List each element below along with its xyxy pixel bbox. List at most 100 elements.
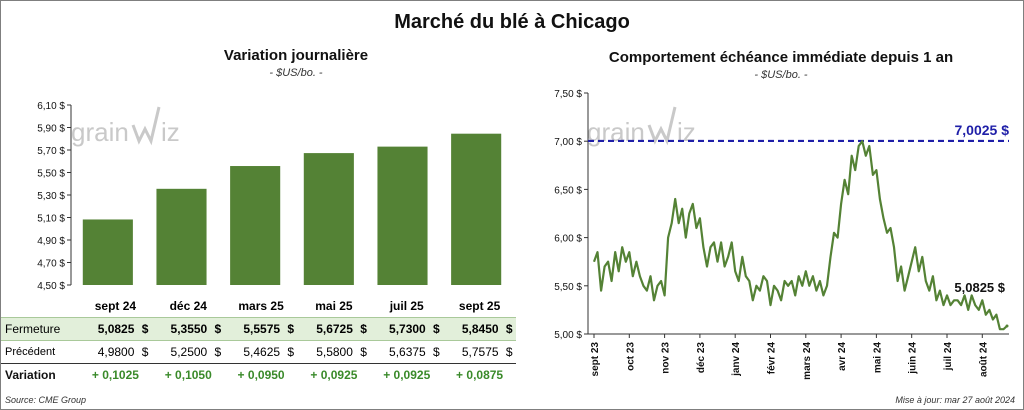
contract-header: sept 24 xyxy=(94,299,137,313)
variation-row: Variation + 0,1025 + 0,1050 + 0,0950 + 0… xyxy=(1,363,516,386)
x-tick-label: déc 23 xyxy=(696,342,707,374)
contract-header: déc 24 xyxy=(169,299,207,313)
table-header-row: sept 24 déc 24 mars 25 mai 25 juil 25 se… xyxy=(1,295,516,318)
fermeture-value: 5,6725 xyxy=(316,322,353,336)
x-tick-label: janv 24 xyxy=(731,342,742,377)
fermeture-value: 5,7300 xyxy=(389,322,426,336)
precedent-cell: 5,6375 $ xyxy=(370,340,444,364)
y-tick-label: 6,50 $ xyxy=(554,185,582,196)
y-tick-label: 4,50 $ xyxy=(37,281,65,292)
watermark-text-right: iz xyxy=(677,117,696,147)
header-empty-cell xyxy=(1,295,79,318)
main-title: Marché du blé à Chicago xyxy=(394,11,630,33)
y-tick-label: 5,00 $ xyxy=(554,330,582,341)
fermeture-cell: 5,8450 $ xyxy=(443,317,516,341)
reference-line-label: 7,0025 $ xyxy=(955,122,1010,138)
currency-sign: $ xyxy=(287,322,295,336)
x-tick-label: oct 23 xyxy=(625,342,636,371)
precedent-row: Précédent 4,9800 $ 5,2500 $ 5,4625 $ 5,5800… xyxy=(1,340,516,364)
precedent-value: 5,5800 xyxy=(316,345,353,359)
bar-chart-title: Variation journalière xyxy=(223,47,369,64)
last-value-label: 5,0825 $ xyxy=(954,280,1005,295)
last-value-point xyxy=(1005,324,1009,328)
fermeture-row: Fermeture 5,0825 $ 5,3550 $ 5,5575 $ 5,6725… xyxy=(1,317,516,341)
currency-sign: $ xyxy=(141,345,149,359)
precedent-cell: 5,2500 $ xyxy=(151,340,225,364)
currency-sign: $ xyxy=(433,322,440,336)
currency-sign: $ xyxy=(433,345,440,359)
x-tick-label: août 24 xyxy=(978,342,989,377)
y-tick-label: 7,00 $ xyxy=(554,137,582,148)
watermark-logo xyxy=(131,106,161,146)
currency-sign: $ xyxy=(360,345,367,359)
precedent-cell: 4,9800 $ xyxy=(79,340,152,364)
quotes-table: sept 24 déc 24 mars 25 mai 25 juil 25 se… xyxy=(1,295,516,386)
fermeture-value: 5,3550 xyxy=(170,322,208,336)
y-tick-label: 4,70 $ xyxy=(37,259,65,270)
precedent-value: 4,9800 xyxy=(97,345,135,359)
x-tick-label: nov 23 xyxy=(661,342,672,374)
variation-value: + 0,1050 xyxy=(151,363,225,386)
precedent-value: 5,2500 xyxy=(170,345,208,359)
y-tick-label: 6,00 $ xyxy=(554,234,582,245)
line-chart: grain iz 5,00 $ 5,50 $ 6,00 $ 6,50 $ 7,00 $ 7,5… xyxy=(554,89,1009,380)
watermark-text-right: iz xyxy=(161,117,180,147)
price-line xyxy=(592,140,1008,331)
bar-mai-25 xyxy=(303,153,354,285)
contract-header: juil 25 xyxy=(389,299,424,313)
contract-header: mars 25 xyxy=(238,299,284,313)
fermeture-cell: 5,5575 $ xyxy=(224,317,298,341)
y-tick-label: 4,90 $ xyxy=(37,236,65,247)
currency-sign: $ xyxy=(214,322,222,336)
bar-sept-24 xyxy=(82,219,133,285)
x-tick-label: mars 24 xyxy=(802,342,813,380)
y-tick-label: 5,90 $ xyxy=(37,124,65,135)
bar-chart: grain iz 4,50 $ 4,70 $ 4,90 $ 5,10 $ 5,30 $ 5,5… xyxy=(37,101,502,292)
currency-sign: $ xyxy=(287,345,295,359)
variation-value: + 0,0875 xyxy=(443,363,516,386)
y-tick-label: 5,10 $ xyxy=(37,214,65,225)
variation-label: Variation xyxy=(1,363,79,386)
fermeture-value: 5,8450 xyxy=(461,322,499,336)
update-note: Mise à jour: mar 27 août 2024 xyxy=(895,395,1015,405)
fermeture-cell: 5,0825 $ xyxy=(79,317,152,341)
y-tick-label: 7,50 $ xyxy=(554,89,582,100)
fermeture-value: 5,5575 xyxy=(243,322,281,336)
fermeture-value: 5,0825 xyxy=(97,322,135,336)
x-tick-label: juil 24 xyxy=(943,342,954,372)
y-tick-label: 6,10 $ xyxy=(37,101,65,112)
contract-header: sept 25 xyxy=(458,299,501,313)
precedent-cell: 5,4625 $ xyxy=(224,340,298,364)
y-tick-label: 5,50 $ xyxy=(554,282,582,293)
bar-déc-24 xyxy=(156,188,207,285)
watermark-text-left: grain xyxy=(71,117,129,147)
watermark-logo xyxy=(647,106,677,146)
variation-value: + 0,0925 xyxy=(370,363,444,386)
currency-sign: $ xyxy=(214,345,222,359)
source-note: Source: CME Group xyxy=(5,395,87,405)
y-tick-label: 5,70 $ xyxy=(37,146,65,157)
precedent-cell: 5,5800 $ xyxy=(297,340,371,364)
bar-juil-25 xyxy=(377,146,428,285)
bar-sept-25 xyxy=(451,133,502,285)
currency-sign: $ xyxy=(141,322,149,336)
bar-mars-25 xyxy=(230,166,281,285)
currency-sign: $ xyxy=(505,322,513,336)
line-chart-title: Comportement échéance immédiate depuis 1… xyxy=(608,49,954,66)
currency-sign: $ xyxy=(360,322,367,336)
x-tick-label: mai 24 xyxy=(872,342,883,374)
precedent-value: 5,4625 xyxy=(243,345,281,359)
x-tick-label: sept 23 xyxy=(590,342,601,377)
fermeture-cell: 5,7300 $ xyxy=(370,317,444,341)
watermark-text-left: grain xyxy=(587,117,645,147)
fermeture-cell: 5,6725 $ xyxy=(297,317,371,341)
variation-value: + 0,0925 xyxy=(297,363,371,386)
y-tick-label: 5,30 $ xyxy=(37,191,65,202)
line-chart-unit: - $US/bo. - xyxy=(754,69,808,81)
x-tick-label: avr 24 xyxy=(837,342,848,371)
variation-value: + 0,1025 xyxy=(79,363,152,386)
x-tick-label: févr 24 xyxy=(766,342,777,375)
y-tick-label: 5,50 $ xyxy=(37,169,65,180)
